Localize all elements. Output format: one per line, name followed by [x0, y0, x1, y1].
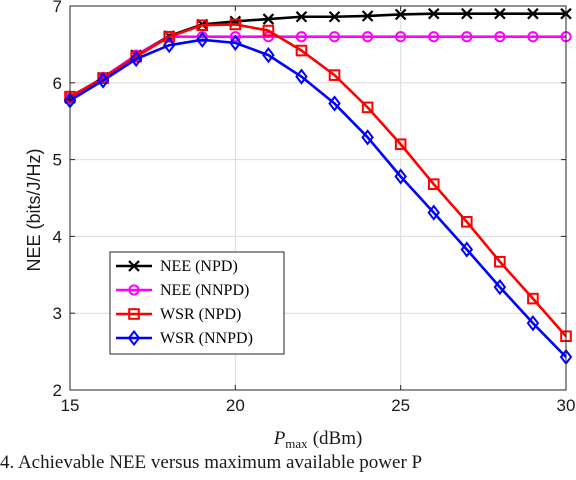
x-axis-label-subscript: max — [285, 436, 308, 451]
data-point-nee-npd — [361, 10, 374, 22]
data-point-wsr-nnpd — [129, 50, 143, 68]
x-tick-label: 25 — [391, 396, 410, 415]
x-tick-label: 30 — [557, 396, 576, 415]
y-tick-label: 4 — [53, 227, 62, 246]
data-point-wsr-npd — [427, 178, 440, 190]
plot-area-frame — [69, 5, 567, 391]
data-point-wsr-nnpd — [361, 129, 374, 146]
nee-line-chart: 15 20 25 30 2 3 4 5 6 7 NEE (bits/J/Hz) Pmax (dBm)… — [24, 0, 576, 451]
y-axis-label: NEE (bits/J/Hz) — [24, 148, 44, 271]
marker-stroke — [295, 10, 308, 23]
data-point-nee-nnpd — [229, 31, 241, 43]
legend-entry-wsr-nnpd: WSR (NNPD) — [116, 329, 253, 347]
legend-entry-nee-npd: NEE (NPD) — [116, 258, 238, 275]
marker-stroke — [361, 10, 374, 22]
data-point-nee-nnpd — [295, 31, 308, 43]
marker-stroke — [394, 8, 407, 21]
data-point-nee-nnpd — [262, 31, 274, 43]
legend-marker-nee-npd — [128, 260, 140, 272]
data-point-nee-nnpd — [428, 31, 440, 43]
legend-entry-wsr-npd: WSR (NPD) — [116, 306, 241, 323]
data-point-wsr-nnpd — [162, 37, 176, 54]
data-point-wsr-npd — [163, 30, 175, 43]
data-point-wsr-npd — [229, 18, 242, 31]
legend-entry-nee-nnpd: NEE (NNPD) — [116, 282, 249, 299]
series-line-wsr-nnpd — [69, 38, 567, 358]
data-point-wsr-nnpd — [196, 31, 209, 48]
figure-caption: 4. Achievable NEE versus maximum availab… — [0, 452, 423, 473]
data-point-wsr-nnpd — [229, 34, 242, 52]
data-point-wsr-npd — [394, 138, 407, 151]
legend-label: NEE (NPD) — [160, 258, 238, 275]
marker-stroke — [527, 7, 539, 20]
legend-marker-nee-nnpd — [128, 284, 140, 296]
y-tick-label: 3 — [53, 304, 62, 323]
data-point-wsr-npd — [328, 69, 341, 81]
legend-label: WSR (NPD) — [160, 306, 241, 323]
data-point-wsr-npd — [361, 101, 374, 114]
axis-ticks — [69, 5, 567, 391]
data-point-wsr-nnpd — [96, 72, 110, 89]
data-point-wsr-npd — [295, 44, 308, 57]
data-point-wsr-nnpd — [526, 315, 540, 332]
data-point-nee-nnpd — [328, 31, 341, 43]
data-point-wsr-npd — [262, 24, 275, 37]
data-point-wsr-nnpd — [295, 68, 308, 85]
x-axis-label: Pmax (dBm) — [273, 428, 363, 451]
data-point-wsr-npd — [461, 216, 473, 228]
data-point-nee-npd — [427, 7, 440, 20]
data-point-nee-npd — [262, 13, 275, 25]
data-point-nee-nnpd — [527, 31, 539, 43]
data-point-wsr-nnpd — [394, 168, 407, 185]
x-tick-label: 20 — [226, 396, 245, 415]
tick-labels: 15 20 25 30 2 3 4 5 6 7 — [53, 0, 576, 415]
series-wsr-nnpd — [63, 31, 573, 366]
marker-stroke — [427, 7, 440, 20]
series-nee-nnpd — [64, 31, 572, 104]
data-point-wsr-nnpd — [460, 241, 474, 258]
legend-marker-wsr-npd — [128, 308, 140, 320]
data-point-wsr-nnpd — [493, 278, 507, 296]
data-point-wsr-nnpd — [328, 95, 341, 112]
y-tick-label: 7 — [53, 0, 62, 16]
data-point-nee-nnpd — [395, 31, 407, 43]
data-point-nee-npd — [394, 8, 407, 21]
marker-stroke — [128, 260, 140, 272]
data-point-nee-npd — [494, 7, 506, 20]
data-point-wsr-nnpd — [427, 204, 440, 221]
legend: NEE (NPD) NEE (NNPD) WSR (NPD) WSR (NNPD) — [109, 251, 285, 355]
marker-stroke — [494, 7, 506, 20]
marker-stroke — [262, 13, 275, 25]
y-tick-label: 6 — [53, 74, 62, 93]
series-line-wsr-npd — [69, 23, 567, 338]
legend-marker-wsr-nnpd — [127, 329, 141, 347]
data-point-nee-npd — [328, 10, 341, 23]
marker-stroke — [461, 7, 473, 20]
x-axis-label-unit: (dBm) — [313, 428, 363, 449]
x-tick-label: 15 — [61, 396, 80, 415]
data-point-nee-npd — [527, 7, 539, 20]
legend-label: WSR (NNPD) — [160, 330, 253, 347]
data-point-wsr-npd — [527, 292, 539, 305]
x-axis-label-symbol: P — [273, 428, 286, 449]
data-point-wsr-npd — [196, 19, 209, 31]
data-point-wsr-nnpd — [262, 47, 275, 64]
data-point-nee-npd — [295, 10, 308, 23]
y-tick-label: 2 — [53, 381, 62, 400]
legend-label: NEE (NNPD) — [160, 282, 249, 299]
data-point-wsr-npd — [494, 255, 506, 268]
data-point-nee-nnpd — [461, 31, 473, 43]
data-point-nee-nnpd — [494, 31, 506, 43]
y-tick-label: 5 — [53, 151, 62, 170]
marker-stroke — [328, 10, 341, 23]
data-point-nee-nnpd — [362, 31, 374, 43]
data-point-nee-npd — [461, 7, 473, 20]
